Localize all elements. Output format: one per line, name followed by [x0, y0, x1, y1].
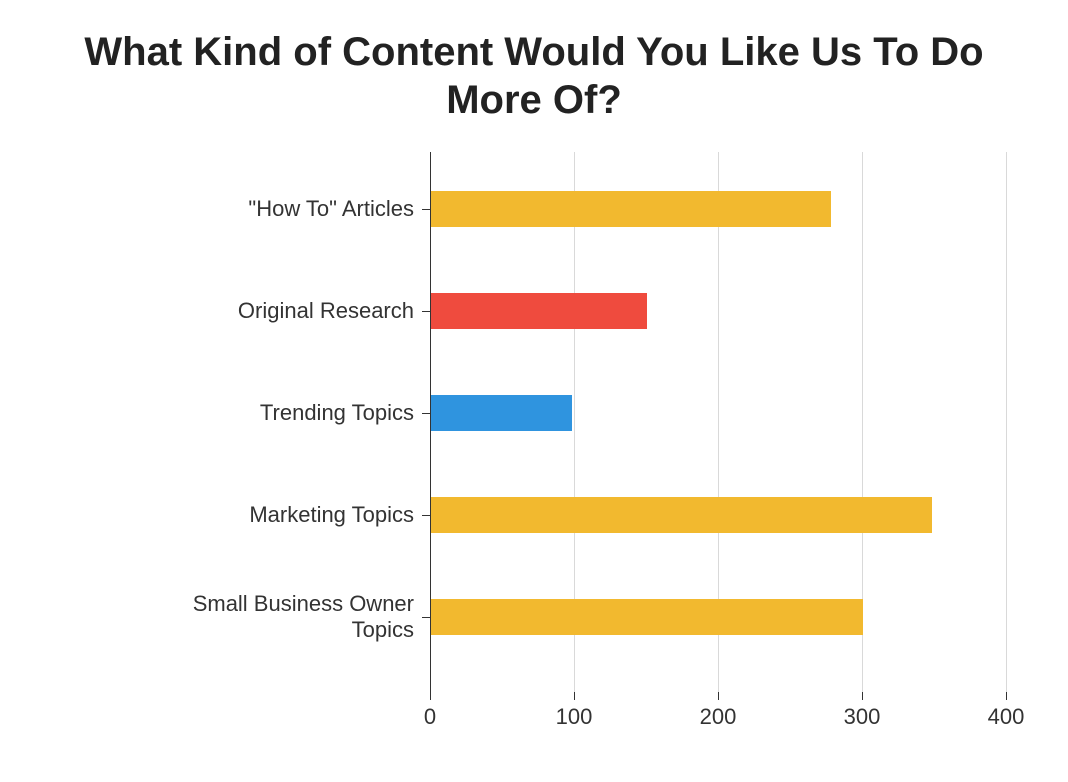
chart-area: 0 100 200 300 400 "How To" Articles Original R…: [22, 152, 1046, 742]
x-tick: [1006, 692, 1007, 700]
y-tick: [422, 209, 430, 210]
bar: [431, 293, 647, 329]
x-tick-label: 200: [688, 704, 748, 730]
y-tick: [422, 515, 430, 516]
x-tick: [862, 692, 863, 700]
y-tick-label: Trending Topics: [154, 400, 414, 426]
y-tick-label: Original Research: [154, 298, 414, 324]
y-tick-label: "How To" Articles: [154, 196, 414, 222]
bar: [431, 497, 932, 533]
y-tick-label: Small Business Owner Topics: [154, 591, 414, 644]
x-tick: [430, 692, 431, 700]
y-tick: [422, 311, 430, 312]
bar: [431, 599, 863, 635]
y-tick: [422, 413, 430, 414]
x-tick-label: 100: [544, 704, 604, 730]
bar: [431, 191, 831, 227]
x-tick-label: 400: [976, 704, 1036, 730]
gridline: [1006, 152, 1007, 692]
x-tick: [574, 692, 575, 700]
y-tick-label: Marketing Topics: [154, 502, 414, 528]
bar: [431, 395, 572, 431]
y-tick: [422, 617, 430, 618]
x-tick-label: 0: [400, 704, 460, 730]
x-tick-label: 300: [832, 704, 892, 730]
x-tick: [718, 692, 719, 700]
chart-title: What Kind of Content Would You Like Us T…: [0, 0, 1068, 124]
plot-region: 0100200300400"How To" ArticlesOriginal R…: [430, 152, 1006, 692]
